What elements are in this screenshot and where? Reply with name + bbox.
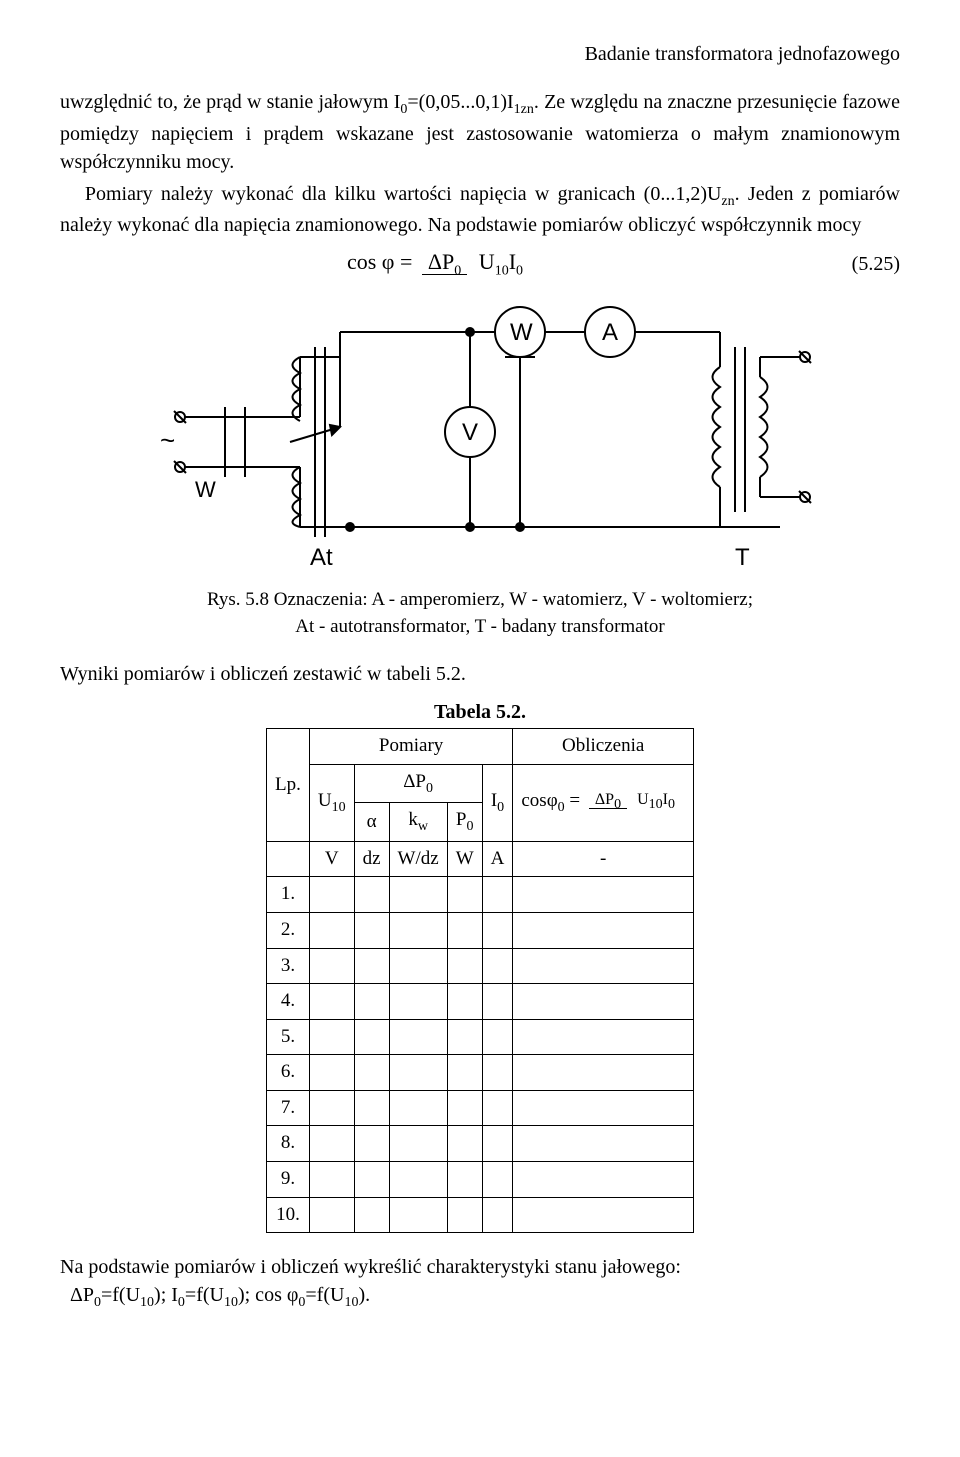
fb6: =f(U [305,1284,344,1306]
svg-text:W: W [195,477,216,502]
u-W: W [447,841,482,877]
eq-den-u: U [479,249,495,274]
row-num: 4. [267,984,310,1020]
sub-zn: zn [721,194,734,209]
svg-text:A: A [602,319,618,346]
caption-b: At - autotransformator, T - badany trans… [295,616,664,637]
fb4: =f(U [185,1284,224,1306]
equation-number: (5.25) [820,250,900,278]
row-num: 8. [267,1126,310,1162]
row-num: 7. [267,1090,310,1126]
th-u10: U [318,790,332,811]
svg-text:T: T [735,544,750,571]
table-row: 6. [267,1055,694,1091]
u-V: V [309,841,354,877]
th-lp: Lp. [275,774,301,795]
th-kw: k [408,809,418,830]
svg-text:At: At [310,544,333,571]
table-row: 2. [267,912,694,948]
row-num: 2. [267,912,310,948]
fb5: ); cos φ [238,1284,298,1306]
eq-den-i: I [509,249,516,274]
u-dash: - [513,841,694,877]
table-row: 1. [267,877,694,913]
u-Wdz: W/dz [389,841,447,877]
th-obliczenia: Obliczenia [513,729,694,765]
u-dz: dz [354,841,389,877]
th-kw-sub: w [418,819,428,834]
eq-num-a: ΔP [428,249,454,274]
table-row: 4. [267,984,694,1020]
eq-num-sub: 0 [454,264,461,279]
p1b: =(0,05...0,1)I [407,91,513,113]
eq-sign: = [569,790,584,811]
equation: cos φ = ΔP0 U10I0 [60,247,820,281]
caption-a: Rys. 5.8 Oznaczenia: A - amperomierz, W … [207,589,753,610]
eq-lhs: cos φ = [347,249,412,274]
row-num: 6. [267,1055,310,1091]
units-row: V dz W/dz W A - [267,841,694,877]
paragraph-2: Pomiary należy wykonać dla kilku wartośc… [60,180,900,240]
table-title: Tabela 5.2. [60,698,900,726]
equation-row: cos φ = ΔP0 U10I0 (5.25) [60,247,900,281]
row-num: 3. [267,948,310,984]
th-u10-sub: 10 [332,800,346,815]
svg-text:W: W [510,319,533,346]
table-row: 8. [267,1126,694,1162]
circuit-diagram: ~ W W A [140,297,820,577]
fb7: ). [358,1284,370,1306]
table-row: 10. [267,1197,694,1233]
th-dp0-sub: 0 [426,781,433,796]
th-pomiary: Pomiary [309,729,513,765]
results-table: Lp. Pomiary Obliczenia U10 ΔP0 I0 cosφ0 … [266,728,694,1233]
paragraph-1: uwzględnić to, że prąd w stanie jałowym … [60,88,900,176]
th-cosphi-sub: 0 [558,800,565,815]
th-cosphi: cosφ [521,790,557,811]
sub-1zn: 1zn [514,102,534,117]
footer-paragraph: Na podstawie pomiarów i obliczeń wykreśl… [60,1253,900,1313]
fa: Na podstawie pomiarów i obliczeń wykreśl… [60,1256,681,1278]
p2a: Pomiary należy wykonać dla kilku wartośc… [85,183,722,205]
fb2: =f(U [101,1284,140,1306]
th-p0-sub: 0 [466,819,473,834]
svg-text:V: V [462,419,478,446]
th-p0: P [456,809,467,830]
table-row: 7. [267,1090,694,1126]
eq-fraction: ΔP0 U10I0 [422,247,529,281]
page-header: Badanie transformatora jednofazowego [60,40,900,68]
u-A: A [482,841,513,877]
eq-den-sub2: 0 [516,264,523,279]
fb1: ΔP [70,1284,94,1306]
p1a: uwzględnić to, że prąd w stanie jałowym … [60,91,400,113]
eq-den-sub1: 10 [495,264,509,279]
svg-text:~: ~ [160,425,175,455]
row-num: 9. [267,1162,310,1198]
th-alpha: α [354,803,389,841]
row-num: 1. [267,877,310,913]
figure-caption: Rys. 5.8 Oznaczenia: A - amperomierz, W … [60,587,900,640]
fb3: ); I [154,1284,178,1306]
table-row: 5. [267,1019,694,1055]
th-dp0: ΔP [403,771,426,792]
wyniki-line: Wyniki pomiarów i obliczeń zestawić w ta… [60,660,900,688]
table-row: 9. [267,1162,694,1198]
row-num: 5. [267,1019,310,1055]
th-i0-sub: 0 [497,800,504,815]
table-row: 3. [267,948,694,984]
row-num: 10. [267,1197,310,1233]
